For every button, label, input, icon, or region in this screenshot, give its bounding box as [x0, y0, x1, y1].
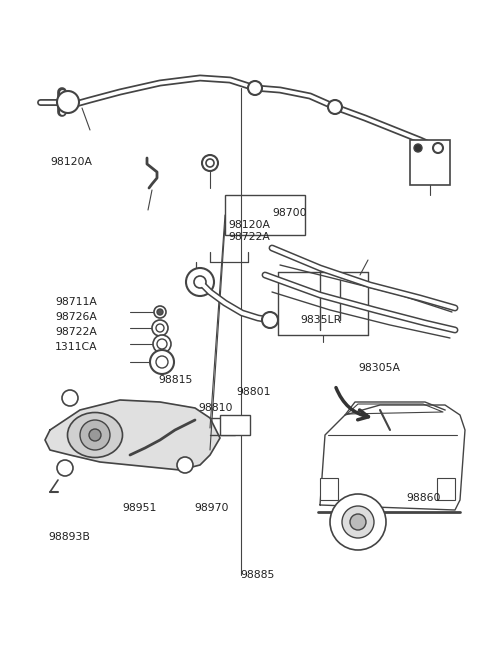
Text: 98120A: 98120A [50, 157, 92, 167]
Circle shape [328, 100, 342, 114]
Text: 98120A: 98120A [228, 220, 270, 230]
Circle shape [342, 506, 374, 538]
Polygon shape [320, 405, 465, 510]
Text: 98700: 98700 [272, 208, 307, 218]
Circle shape [152, 320, 168, 336]
Text: 1311CA: 1311CA [55, 342, 97, 352]
Circle shape [248, 81, 262, 95]
Circle shape [156, 324, 164, 332]
Text: 98893B: 98893B [48, 532, 90, 542]
Circle shape [157, 309, 163, 315]
Bar [225, 195, 305, 235]
Circle shape [153, 335, 171, 353]
Circle shape [57, 460, 73, 476]
Circle shape [262, 312, 278, 328]
Circle shape [414, 144, 422, 152]
Circle shape [154, 306, 166, 318]
Text: 9835LR: 9835LR [300, 315, 341, 325]
Circle shape [206, 159, 214, 167]
Circle shape [194, 276, 206, 288]
Text: 98860: 98860 [406, 493, 441, 503]
Polygon shape [45, 400, 220, 470]
Text: 98801: 98801 [236, 387, 271, 397]
Text: 98951: 98951 [122, 503, 156, 513]
Circle shape [62, 390, 78, 406]
Circle shape [202, 155, 218, 171]
Circle shape [186, 268, 214, 296]
Bar [220, 415, 250, 435]
Circle shape [57, 91, 79, 113]
Bar [320, 478, 338, 500]
Text: 98722A: 98722A [55, 327, 97, 337]
Text: 98726A: 98726A [55, 312, 97, 322]
Circle shape [433, 143, 443, 153]
Text: 98722A: 98722A [228, 232, 270, 242]
Ellipse shape [68, 413, 122, 457]
Bar [410, 140, 450, 185]
Text: 98305A: 98305A [358, 363, 400, 373]
Text: 98885: 98885 [240, 570, 275, 580]
Circle shape [89, 429, 101, 441]
Bar [437, 478, 455, 500]
Text: 98711A: 98711A [55, 297, 97, 307]
Circle shape [150, 350, 174, 374]
Text: 98970: 98970 [194, 503, 228, 513]
Text: 98810: 98810 [198, 403, 232, 413]
Text: 98815: 98815 [158, 375, 192, 385]
Circle shape [157, 339, 167, 349]
Circle shape [330, 494, 386, 550]
Circle shape [177, 457, 193, 473]
Circle shape [156, 356, 168, 368]
Circle shape [350, 514, 366, 530]
Circle shape [80, 420, 110, 450]
